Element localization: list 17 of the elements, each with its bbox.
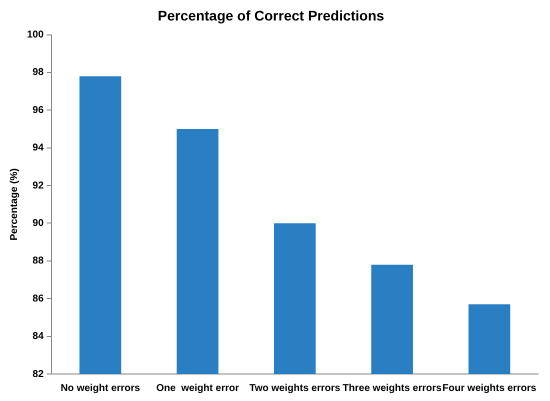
y-tick-label: 96 (32, 104, 44, 116)
y-tick-label: 92 (32, 180, 44, 192)
y-tick-label: 100 (26, 30, 44, 41)
x-tick-label: Two weights errors (249, 382, 341, 394)
x-tick-label: No weight errors (60, 382, 140, 394)
y-tick-label: 98 (32, 67, 44, 78)
x-tick-label: Four weights errors (442, 382, 537, 394)
x-tick-label: One weight error (156, 382, 240, 394)
y-tick-label: 94 (32, 142, 44, 154)
y-tick-label: 86 (32, 293, 44, 304)
x-tick-label: Three weights errors (342, 382, 442, 394)
y-tick-label: 82 (32, 368, 44, 380)
y-tick-label: 90 (32, 218, 44, 229)
chart-title: Percentage of Correct Predictions (158, 7, 384, 24)
y-tick-label: 84 (32, 331, 44, 342)
y-axis-title: Percentage (%) (8, 168, 20, 241)
y-tick-label: 88 (32, 256, 44, 267)
